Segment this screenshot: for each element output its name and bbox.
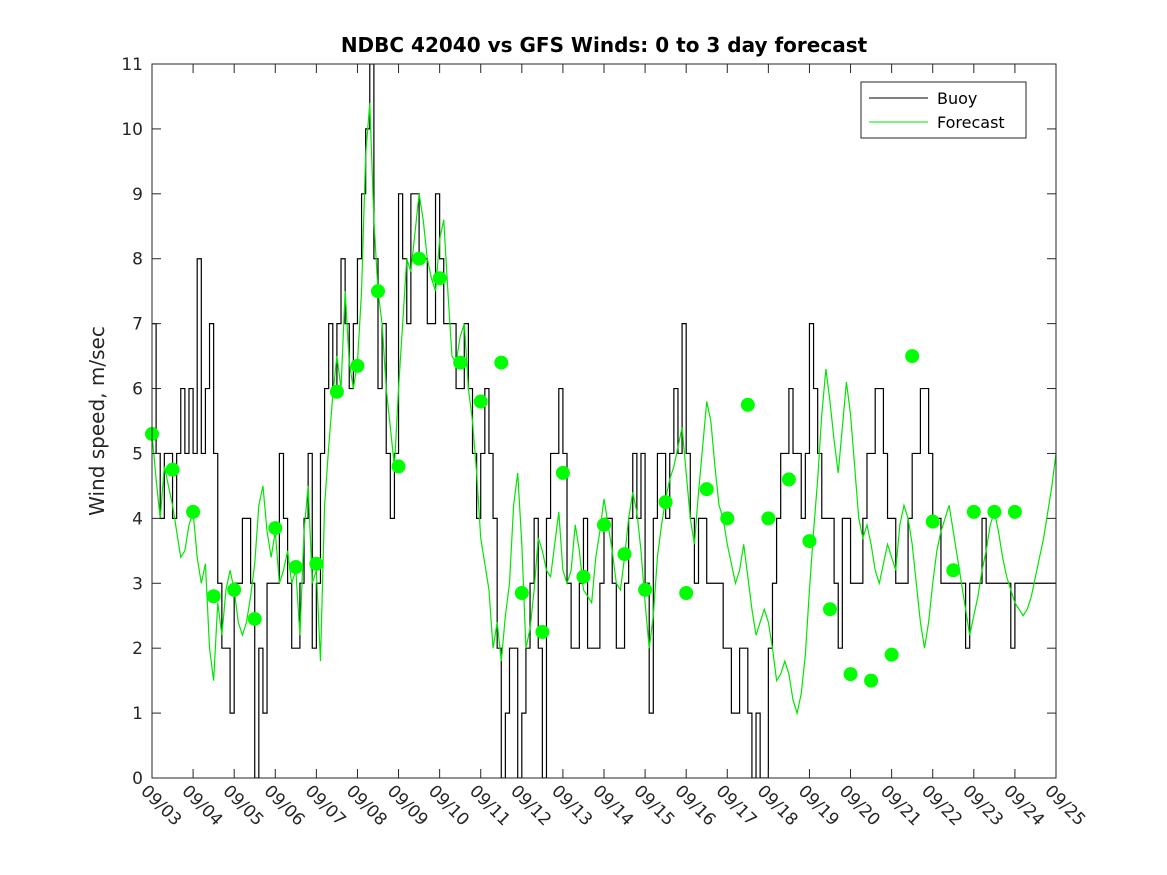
- forecast-marker: [761, 511, 776, 526]
- x-tick-label: 09/10: [424, 781, 473, 830]
- forecast-marker: [371, 284, 385, 299]
- forecast-marker: [288, 560, 303, 575]
- x-tick-label: 09/14: [588, 781, 637, 830]
- forecast-marker: [740, 397, 755, 412]
- y-tick-label: 3: [132, 574, 143, 594]
- forecast-marker: [247, 611, 262, 626]
- forecast-marker: [412, 251, 427, 266]
- buoy-series-line: [152, 64, 1056, 778]
- forecast-marker: [535, 624, 550, 639]
- forecast-marker: [186, 504, 201, 519]
- y-tick-label: 6: [132, 380, 143, 400]
- forecast-marker: [165, 462, 180, 477]
- x-tick-label: 09/25: [1040, 781, 1089, 830]
- forecast-marker: [699, 482, 714, 497]
- forecast-marker: [432, 271, 447, 286]
- x-tick-label: 09/23: [958, 781, 1007, 830]
- x-tick-label: 09/11: [465, 781, 514, 830]
- forecast-marker: [597, 517, 611, 532]
- forecast-marker: [514, 586, 529, 601]
- y-tick-label: 4: [132, 509, 143, 529]
- forecast-marker: [453, 355, 468, 370]
- forecast-marker: [329, 384, 344, 399]
- y-tick-label: 5: [132, 444, 143, 464]
- x-tick-label: 09/03: [136, 781, 185, 830]
- x-tick-label: 09/05: [219, 781, 268, 830]
- axes: 0123456789101109/0309/0409/0509/0609/070…: [121, 55, 1089, 830]
- forecast-marker: [576, 569, 591, 584]
- x-tick-label: 09/09: [383, 781, 432, 830]
- forecast-marker: [781, 472, 796, 487]
- x-tick-label: 09/16: [671, 781, 720, 830]
- forecast-marker: [905, 349, 920, 364]
- plot-area: [145, 64, 1056, 778]
- forecast-marker: [946, 563, 961, 578]
- x-tick-label: 09/08: [342, 781, 391, 830]
- y-tick-label: 10: [121, 120, 143, 140]
- y-tick-label: 11: [121, 55, 143, 75]
- forecast-marker: [309, 556, 324, 571]
- forecast-marker: [206, 589, 221, 604]
- y-axis-label: Wind speed, m/sec: [85, 326, 109, 516]
- x-tick-label: 09/18: [753, 781, 802, 830]
- series-group: [152, 64, 1056, 778]
- x-tick-label: 09/06: [260, 781, 309, 830]
- x-tick-label: 09/07: [301, 781, 350, 830]
- forecast-marker: [802, 534, 817, 549]
- forecast-marker: [679, 586, 694, 601]
- x-tick-label: 09/13: [547, 781, 596, 830]
- x-tick-label: 09/17: [712, 781, 761, 830]
- y-tick-label: 1: [132, 704, 143, 724]
- y-tick-label: 2: [132, 639, 143, 659]
- x-tick-label: 09/19: [794, 781, 843, 830]
- forecast-marker: [391, 459, 406, 474]
- legend-label-forecast: Forecast: [937, 113, 1005, 132]
- forecast-marker: [1007, 504, 1022, 519]
- chart-title: NDBC 42040 vs GFS Winds: 0 to 3 day fore…: [341, 33, 868, 57]
- forecast-marker: [843, 667, 858, 682]
- y-tick-label: 9: [132, 185, 143, 205]
- x-tick-label: 09/12: [506, 781, 555, 830]
- forecast-marker: [494, 355, 509, 370]
- forecast-marker: [823, 602, 837, 617]
- forecast-marker: [555, 465, 570, 480]
- forecast-marker: [350, 358, 365, 373]
- forecast-marker: [227, 582, 242, 597]
- forecast-marker: [638, 582, 653, 597]
- forecast-marker: [268, 521, 283, 536]
- forecast-marker: [864, 673, 879, 688]
- x-tick-label: 09/21: [876, 781, 925, 830]
- y-tick-label: 8: [132, 250, 143, 270]
- x-tick-label: 09/04: [178, 781, 227, 830]
- forecast-marker: [473, 394, 488, 409]
- forecast-marker: [987, 504, 1002, 519]
- x-tick-label: 09/24: [999, 781, 1048, 830]
- forecast-marker: [720, 511, 735, 526]
- forecast-marker: [658, 495, 673, 510]
- forecast-marker: [925, 514, 940, 529]
- forecast-marker: [884, 647, 899, 662]
- legend: Buoy Forecast: [860, 81, 1027, 139]
- legend-box: [860, 81, 1027, 139]
- x-tick-label: 09/20: [835, 781, 884, 830]
- x-tick-label: 09/15: [630, 781, 679, 830]
- forecast-marker: [966, 504, 981, 519]
- y-tick-label: 7: [132, 315, 143, 335]
- x-tick-label: 09/22: [917, 781, 966, 830]
- y-tick-label: 0: [132, 769, 143, 789]
- forecast-marker: [617, 547, 632, 562]
- legend-label-buoy: Buoy: [937, 89, 977, 108]
